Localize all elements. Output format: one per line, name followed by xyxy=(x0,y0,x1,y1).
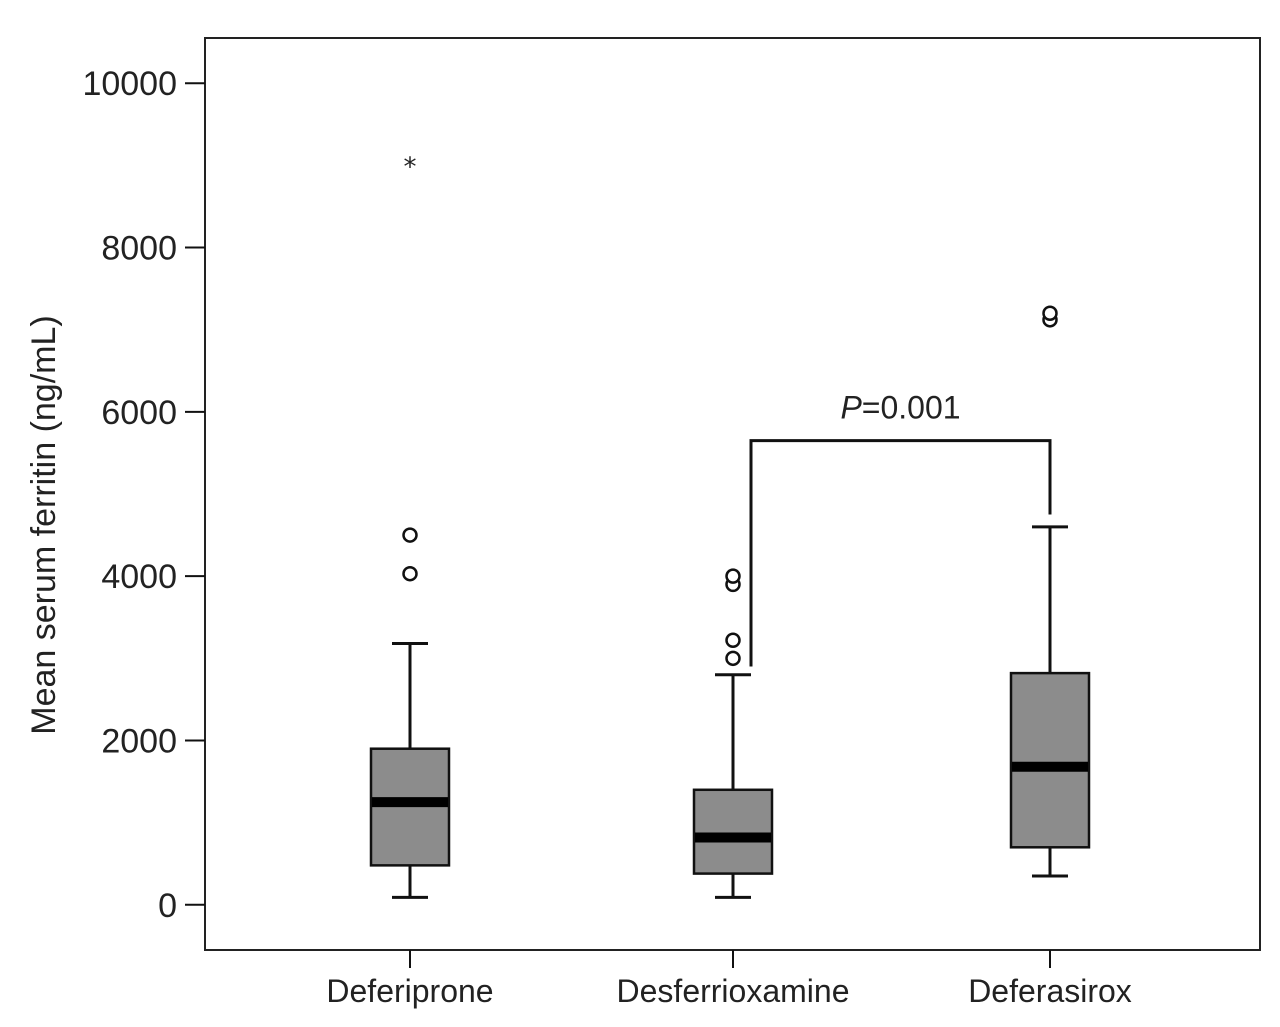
p-value: =0.001 xyxy=(862,390,961,426)
outlier-point xyxy=(725,632,741,648)
significance-annotation: P=0.001 xyxy=(749,390,1052,667)
y-tick-label: 2000 xyxy=(101,722,177,760)
box-desferrioxamine xyxy=(692,568,774,899)
iqr-box xyxy=(692,788,774,875)
outlier-point xyxy=(402,565,418,582)
p-value-label: P=0.001 xyxy=(840,390,960,426)
boxes-group: * xyxy=(369,152,1091,899)
x-tick-label: Deferiprone xyxy=(326,973,493,1009)
outlier-point xyxy=(402,527,418,543)
extreme-point: * xyxy=(404,152,417,182)
box-deferasirox xyxy=(1009,305,1091,878)
y-tick-label: 0 xyxy=(158,887,177,925)
x-tick-label: Deferasirox xyxy=(968,973,1132,1009)
outlier-point xyxy=(725,568,741,584)
y-tick-label: 10000 xyxy=(82,65,177,103)
y-tick-label: 8000 xyxy=(101,230,177,268)
y-tick-label: 4000 xyxy=(101,558,177,596)
x-tick-label: Desferrioxamine xyxy=(617,973,850,1009)
box-deferiprone: * xyxy=(369,152,451,899)
x-axis: Deferiprone Desferrioxamine Deferasirox xyxy=(326,950,1132,1009)
outlier-point xyxy=(1042,305,1058,321)
iqr-box xyxy=(1009,671,1091,849)
significance-bracket xyxy=(749,439,1052,667)
outlier-point xyxy=(725,650,741,667)
p-symbol: P xyxy=(840,390,862,426)
y-axis: 0 2000 4000 6000 8000 10000 xyxy=(82,65,205,925)
y-axis-title: Mean serum ferritin (ng/mL) xyxy=(25,315,63,734)
y-tick-label: 6000 xyxy=(101,394,177,432)
